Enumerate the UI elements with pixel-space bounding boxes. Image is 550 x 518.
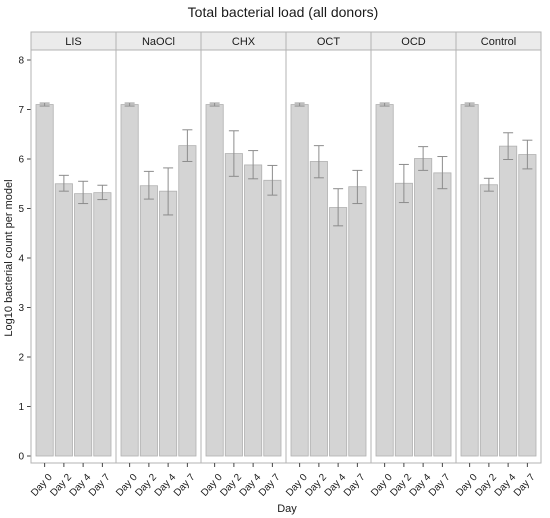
bar [74,193,93,457]
error-bar [503,132,514,160]
bar [290,104,309,457]
x-tick-label: Day 7 [342,472,368,499]
error-bar [483,177,494,192]
y-tick-label: 7 [18,105,24,116]
bar [518,154,537,457]
error-bar [522,139,533,170]
bar [460,104,479,457]
error-bar [418,146,429,171]
error-bar [379,102,390,107]
error-bar [333,188,344,227]
bar [394,182,413,457]
bar [205,104,224,457]
bar [309,161,328,457]
facet-strip-label: NaOCl [142,36,175,48]
y-axis-label: Log10 bacterial count per model [3,179,15,336]
bar [54,183,73,457]
x-tick-label: Day 7 [172,472,198,499]
bar [139,185,158,457]
y-tick-label: 5 [18,204,24,215]
error-bar [182,129,193,162]
error-bar [464,102,475,107]
bar [159,190,178,457]
error-bar [58,174,69,192]
bar [375,104,394,457]
facet-strip-label: LIS [65,36,82,48]
bar [433,172,452,457]
error-bar [228,130,239,177]
y-tick-label: 4 [18,254,24,265]
bar [120,104,139,457]
error-bar [398,163,409,204]
y-axis: 0 1 2 3 4 5 6 7 8 [18,56,31,463]
error-bar [437,156,448,190]
error-bar [39,102,50,107]
x-tick-label: Day 7 [427,472,453,499]
bar [35,104,54,457]
x-axis-label: Day [277,503,297,515]
y-tick-label: 1 [18,402,24,413]
chart-title: Total bacterial load (all donors) [188,4,379,20]
error-bar [163,167,174,216]
bar [263,179,282,457]
error-bar [124,102,135,107]
x-tick-label: Day 7 [257,472,283,499]
error-bar [209,102,220,107]
bar [224,153,243,457]
bar [479,184,498,457]
y-tick-label: 8 [18,56,24,67]
error-bar [78,180,89,205]
bar [414,158,433,457]
bar [329,207,348,457]
y-tick-label: 3 [18,303,24,314]
y-tick-label: 6 [18,155,24,166]
error-bar [313,145,324,179]
facet-strip-label: CHX [232,36,256,48]
bar [348,186,367,457]
x-tick-label: Day 7 [87,472,113,499]
x-tick-label: Day 7 [512,472,538,499]
y-tick-label: 2 [18,353,24,364]
facet-strip-label: Control [481,36,516,48]
error-bar [248,150,259,180]
facet-strip-label: OCD [401,36,426,48]
facet-strip-label: OCT [317,36,341,48]
bar [244,164,263,457]
bar [93,192,112,457]
bar [499,145,518,457]
y-tick-label: 0 [18,452,24,463]
error-bar [352,169,363,205]
error-bar [267,164,278,196]
bar [178,145,197,457]
error-bar [97,184,108,201]
error-bar [143,170,154,200]
error-bar [294,102,305,107]
